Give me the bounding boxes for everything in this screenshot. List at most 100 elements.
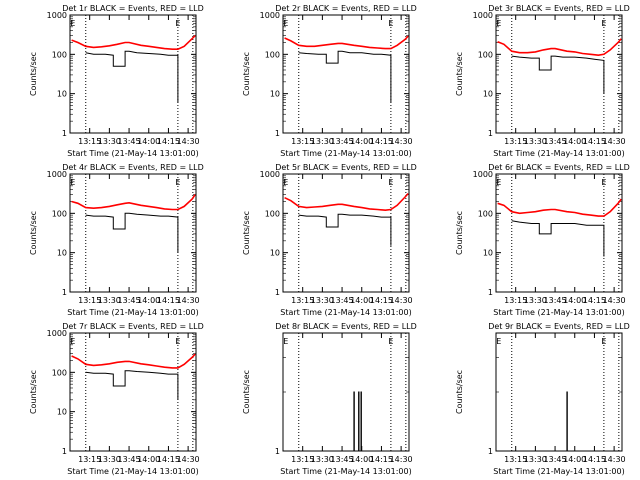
x-axis-label: Start Time (21-May-14 13:01:00) xyxy=(280,467,411,476)
x-tick-label: 13:45 xyxy=(331,455,354,464)
event-marker: E xyxy=(388,178,393,187)
y-tick-label: 1 xyxy=(275,288,280,297)
x-tick-label: 13:45 xyxy=(331,137,354,146)
y-tick-label: 10 xyxy=(57,90,67,99)
y-axis-label: Counts/sec xyxy=(242,52,251,96)
x-axis-label: Start Time (21-May-14 13:01:00) xyxy=(493,308,624,317)
y-tick-label: 1000 xyxy=(260,11,280,20)
x-tick-label: 13:45 xyxy=(544,137,567,146)
plot-panel-1: Det 1r BLACK = Events, RED = LLD Counts/s… xyxy=(29,4,204,158)
lld-series-line xyxy=(71,35,196,51)
events-series-line xyxy=(298,50,392,103)
y-axis-label: Counts/sec xyxy=(29,52,38,96)
y-tick-label: 10 xyxy=(270,249,280,258)
x-axis-label: Start Time (21-May-14 13:01:00) xyxy=(67,467,198,476)
events-series-line xyxy=(85,50,179,103)
x-axis-label: Start Time (21-May-14 13:01:00) xyxy=(493,149,624,158)
plot-frame xyxy=(495,332,623,452)
y-tick-label: 100 xyxy=(478,209,493,218)
y-axis-label: Counts/sec xyxy=(29,211,38,255)
x-tick-label: 13:30 xyxy=(98,455,121,464)
x-tick-label: 14:30 xyxy=(603,137,626,146)
x-tick-label: 13:45 xyxy=(118,455,141,464)
plot-frame xyxy=(69,173,197,293)
y-tick-label: 100 xyxy=(52,209,67,218)
plot-panel-9: Det 9r BLACK = Events, RED = LLD Counts/s… xyxy=(455,322,630,476)
plot-title: Det 2r BLACK = Events, RED = LLD xyxy=(275,4,417,13)
event-marker: E xyxy=(175,19,180,28)
x-tick-label: 14:00 xyxy=(137,296,160,305)
plot-frame xyxy=(495,14,623,134)
event-marker: E xyxy=(283,337,288,346)
x-tick-label: 13:15 xyxy=(78,137,101,146)
y-tick-label: 1 xyxy=(275,447,280,456)
y-axis-label: Counts/sec xyxy=(455,211,464,255)
y-axis-label: Counts/sec xyxy=(29,370,38,414)
events-series-line xyxy=(511,220,605,257)
y-axis-label: Counts/sec xyxy=(242,211,251,255)
event-marker: E xyxy=(388,19,393,28)
x-tick-label: 13:30 xyxy=(311,455,334,464)
plot-panel-6: Det 6r BLACK = Events, RED = LLD Counts/s… xyxy=(455,163,630,317)
x-tick-label: 14:00 xyxy=(350,296,373,305)
plot-title: Det 9r BLACK = Events, RED = LLD xyxy=(488,322,630,331)
y-axis-label: Counts/sec xyxy=(455,370,464,414)
events-series-line xyxy=(85,370,179,400)
event-marker: E xyxy=(175,178,180,187)
x-axis-label: Start Time (21-May-14 13:01:00) xyxy=(67,308,198,317)
x-tick-label: 14:15 xyxy=(370,137,393,146)
events-series-line xyxy=(511,55,605,94)
events-series-line xyxy=(298,213,392,246)
x-tick-label: 14:00 xyxy=(137,137,160,146)
x-tick-label: 13:30 xyxy=(311,137,334,146)
x-tick-label: 14:15 xyxy=(370,296,393,305)
x-tick-label: 14:30 xyxy=(390,137,413,146)
x-tick-label: 13:45 xyxy=(118,137,141,146)
x-tick-label: 14:30 xyxy=(390,455,413,464)
x-tick-label: 14:30 xyxy=(177,137,200,146)
y-axis-label: Counts/sec xyxy=(242,370,251,414)
plot-panel-4: Det 4r BLACK = Events, RED = LLD Counts/s… xyxy=(29,163,204,317)
event-marker: E xyxy=(496,337,501,346)
lld-series-line xyxy=(497,198,622,217)
x-tick-label: 13:30 xyxy=(98,296,121,305)
plot-frame xyxy=(282,173,410,293)
y-tick-label: 1 xyxy=(488,288,493,297)
plot-panel-3: Det 3r BLACK = Events, RED = LLD Counts/s… xyxy=(455,4,630,158)
x-tick-label: 14:15 xyxy=(583,296,606,305)
x-axis-label: Start Time (21-May-14 13:01:00) xyxy=(493,467,624,476)
plot-panel-2: Det 2r BLACK = Events, RED = LLD Counts/s… xyxy=(242,4,417,158)
x-tick-label: 14:30 xyxy=(177,455,200,464)
x-tick-label: 13:15 xyxy=(291,296,314,305)
lld-series-line xyxy=(284,192,409,212)
plot-title: Det 6r BLACK = Events, RED = LLD xyxy=(488,163,630,172)
y-tick-label: 100 xyxy=(478,50,493,59)
plot-title: Det 8r BLACK = Events, RED = LLD xyxy=(275,322,417,331)
x-tick-label: 14:00 xyxy=(563,137,586,146)
x-tick-label: 13:45 xyxy=(544,455,567,464)
x-tick-label: 14:15 xyxy=(370,455,393,464)
y-tick-label: 1 xyxy=(488,447,493,456)
x-tick-label: 13:15 xyxy=(504,296,527,305)
y-tick-label: 10 xyxy=(270,90,280,99)
y-tick-label: 1000 xyxy=(47,329,67,338)
x-tick-label: 14:30 xyxy=(603,455,626,464)
events-series-line xyxy=(85,212,179,253)
lld-series-line xyxy=(284,35,409,50)
x-tick-label: 13:15 xyxy=(291,455,314,464)
event-marker: E xyxy=(601,178,606,187)
lld-series-line xyxy=(71,194,196,211)
event-marker: E xyxy=(601,337,606,346)
lld-series-line xyxy=(71,353,196,369)
x-tick-label: 14:00 xyxy=(563,455,586,464)
x-tick-label: 14:15 xyxy=(157,296,180,305)
events-series-line xyxy=(353,391,362,452)
y-tick-label: 10 xyxy=(57,408,67,417)
plot-panel-7: Det 7r BLACK = Events, RED = LLD Counts/s… xyxy=(29,322,204,476)
x-tick-label: 13:15 xyxy=(291,137,314,146)
y-tick-label: 1 xyxy=(62,447,67,456)
lld-series-line xyxy=(497,38,622,57)
y-tick-label: 1000 xyxy=(473,11,493,20)
x-tick-label: 13:30 xyxy=(524,137,547,146)
